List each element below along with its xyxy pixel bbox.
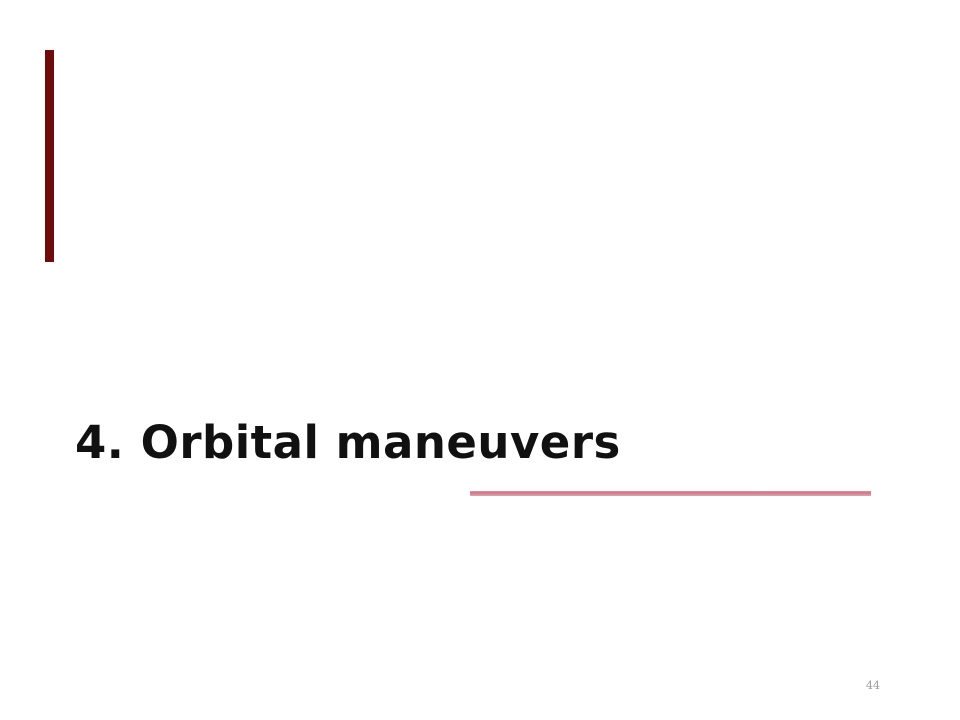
title-underline bbox=[470, 491, 871, 496]
slide-title: 4. Orbital maneuvers bbox=[75, 416, 621, 469]
accent-bar bbox=[45, 50, 54, 262]
slide-number: 44 bbox=[866, 679, 880, 692]
